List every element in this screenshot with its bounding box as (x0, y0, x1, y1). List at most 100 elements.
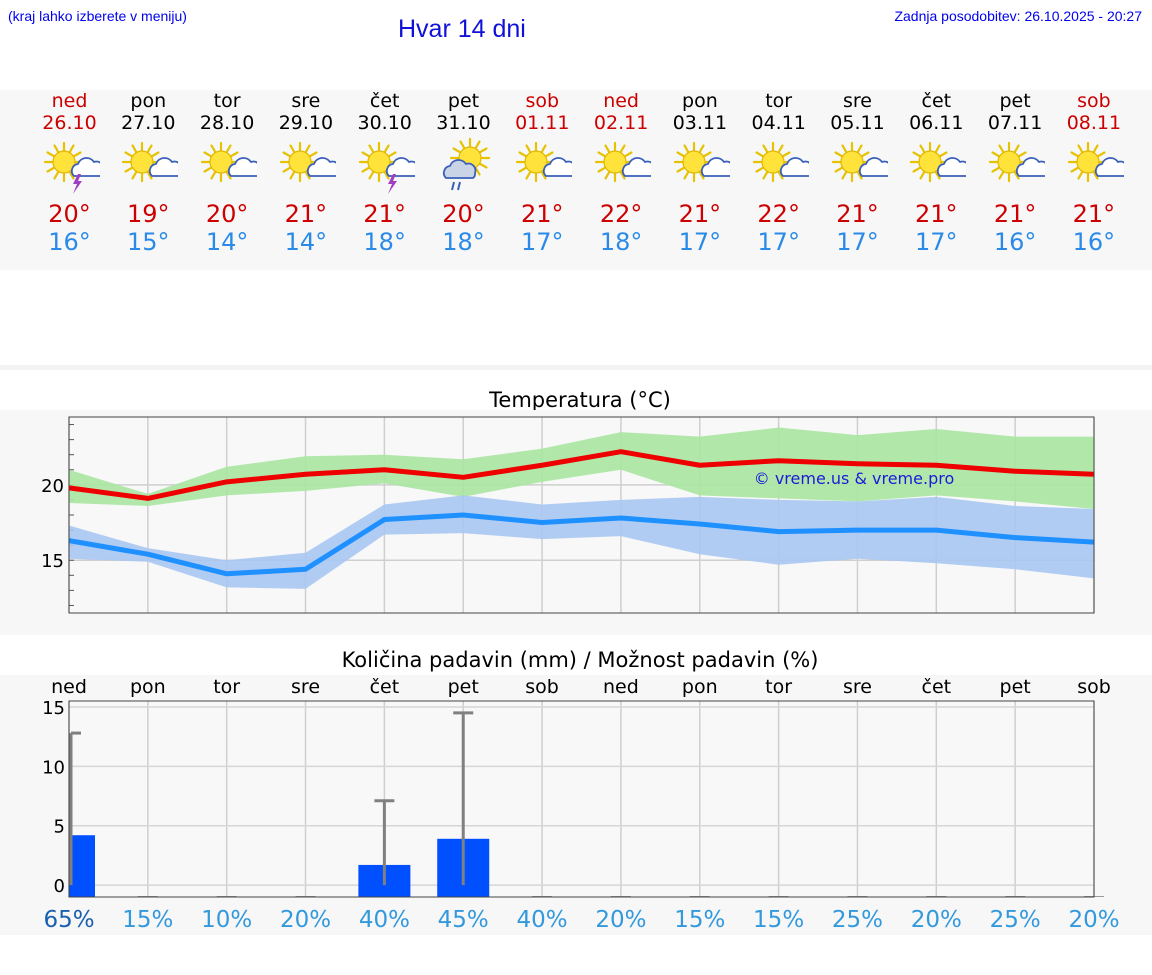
sun-cloud-icon (988, 141, 1046, 183)
day-date: 05.11 (830, 112, 885, 134)
sun-cloud-icon (122, 141, 179, 183)
divider (0, 365, 1152, 370)
min-temperature: 17° (836, 228, 879, 256)
sun-cloud-icon (831, 141, 888, 183)
min-temperature: 17° (915, 228, 958, 256)
sun-cloud-icon (673, 141, 730, 183)
day-name: tor (213, 90, 241, 112)
max-temperature: 21° (993, 200, 1037, 228)
watermark: © vreme.us & vreme.pro (754, 469, 955, 488)
temperature-chart: 15 20 © vreme.us & vreme.pro (41, 416, 1095, 614)
day-name: pet (447, 90, 480, 112)
sun-cloud-icon (516, 141, 573, 183)
min-temperature: 18° (599, 228, 643, 256)
min-temperature: 15° (127, 228, 170, 256)
plot-area (69, 701, 1094, 897)
max-temperature: 21° (915, 200, 958, 228)
day-name: ned (51, 90, 88, 112)
x-tick-label: ned (603, 676, 639, 698)
min-temperature: 18° (442, 228, 485, 256)
x-tick-label: sre (291, 676, 320, 698)
sun-cloud-storm-icon (43, 141, 100, 194)
day-date: 01.11 (515, 112, 570, 134)
precipitation-probability: 15% (674, 907, 725, 933)
x-tick-label: sob (1077, 676, 1111, 698)
day-name: pon (682, 90, 718, 112)
day-date: 08.11 (1066, 112, 1122, 134)
day-date: 31.10 (436, 112, 491, 134)
precipitation-probability: 20% (1068, 907, 1119, 933)
min-temperature: 17° (757, 228, 800, 256)
day-name: sob (525, 90, 560, 112)
y-tick-label: 15 (42, 698, 65, 719)
x-tick-label: pet (1000, 676, 1031, 698)
max-temperature: 20° (48, 200, 91, 228)
max-temperature: 21° (521, 200, 564, 228)
precipitation-probability: 20% (595, 907, 646, 933)
day-column: pon 03.11 21° 17° (660, 90, 739, 256)
day-date: 07.11 (987, 112, 1043, 134)
max-temperature: 21° (363, 200, 406, 228)
sun-cloud-rain-icon (442, 138, 490, 191)
precipitation-probability: 25% (990, 907, 1041, 933)
precipitation-probability: 45% (438, 907, 489, 933)
max-temperature: 22° (757, 200, 800, 228)
x-tick-label: pon (682, 676, 718, 698)
sun-cloud-icon (752, 141, 809, 183)
max-temperature-band (69, 427, 1094, 509)
max-temperature: 21° (678, 200, 722, 228)
precipitation-probability: 20% (280, 907, 331, 933)
min-temperature-band (69, 495, 1094, 589)
temperature-chart-title: Temperatura (°C) (489, 388, 671, 412)
day-date: 27.10 (121, 112, 176, 134)
day-name: sre (843, 90, 872, 112)
sun-cloud-icon (910, 141, 967, 183)
x-tick-label: ned (51, 676, 87, 698)
min-temperature: 16° (48, 228, 91, 256)
day-column: sre 05.11 21° 17° (818, 90, 897, 256)
min-temperature-line (68, 512, 1095, 577)
day-date: 26.10 (42, 112, 97, 134)
max-temperature: 21° (284, 200, 328, 228)
day-date: 30.10 (357, 112, 412, 134)
precipitation-probability: 20% (911, 907, 962, 933)
max-temperature: 19° (127, 200, 170, 228)
day-column: čet 30.10 21° 18° (345, 90, 424, 256)
day-name: čet (921, 90, 952, 112)
min-temperature: 17° (521, 228, 564, 256)
plot-frame (68, 416, 1095, 614)
min-temperature: 17° (678, 228, 722, 256)
y-tick-label: 20 (41, 476, 64, 497)
x-tick-label: čet (922, 676, 952, 698)
day-column: pet 07.11 21° 16° (976, 90, 1055, 256)
location-menu-hint[interactable]: (kraj lahko izberete v meniju) (8, 8, 187, 24)
max-temperature: 20° (205, 200, 249, 228)
precipitation-probability: 15% (753, 907, 804, 933)
day-column: ned 02.11 22° 18° (582, 90, 661, 256)
min-temperature: 16° (1072, 228, 1116, 256)
sun-cloud-storm-icon (358, 141, 415, 194)
precipitation-bar (69, 835, 95, 897)
day-date: 28.10 (199, 112, 255, 134)
day-date: 03.11 (672, 112, 728, 134)
day-name: ned (603, 90, 639, 112)
day-date: 06.11 (909, 112, 964, 134)
sun-cloud-icon (279, 141, 336, 183)
day-column: tor 04.11 22° 17° (739, 90, 818, 256)
day-name: čet (369, 90, 400, 112)
forecast-panel (0, 90, 1152, 270)
min-temperature: 14° (205, 228, 249, 256)
day-column: ned 26.10 20° 16° (30, 90, 109, 256)
day-column: čet 06.11 21° 17° (897, 90, 976, 256)
max-temperature: 21° (836, 200, 879, 228)
precipitation-probability: 10% (201, 907, 252, 933)
max-temperature: 21° (1072, 200, 1116, 228)
day-name: pon (130, 90, 167, 112)
sun-cloud-icon (200, 141, 258, 183)
x-tick-label: tor (765, 676, 792, 698)
precipitation-chart-title: Količina padavin (mm) / Možnost padavin … (341, 648, 819, 672)
day-column: sre 29.10 21° 14° (266, 90, 345, 256)
x-tick-label: čet (370, 676, 400, 698)
day-date: 29.10 (278, 112, 334, 134)
